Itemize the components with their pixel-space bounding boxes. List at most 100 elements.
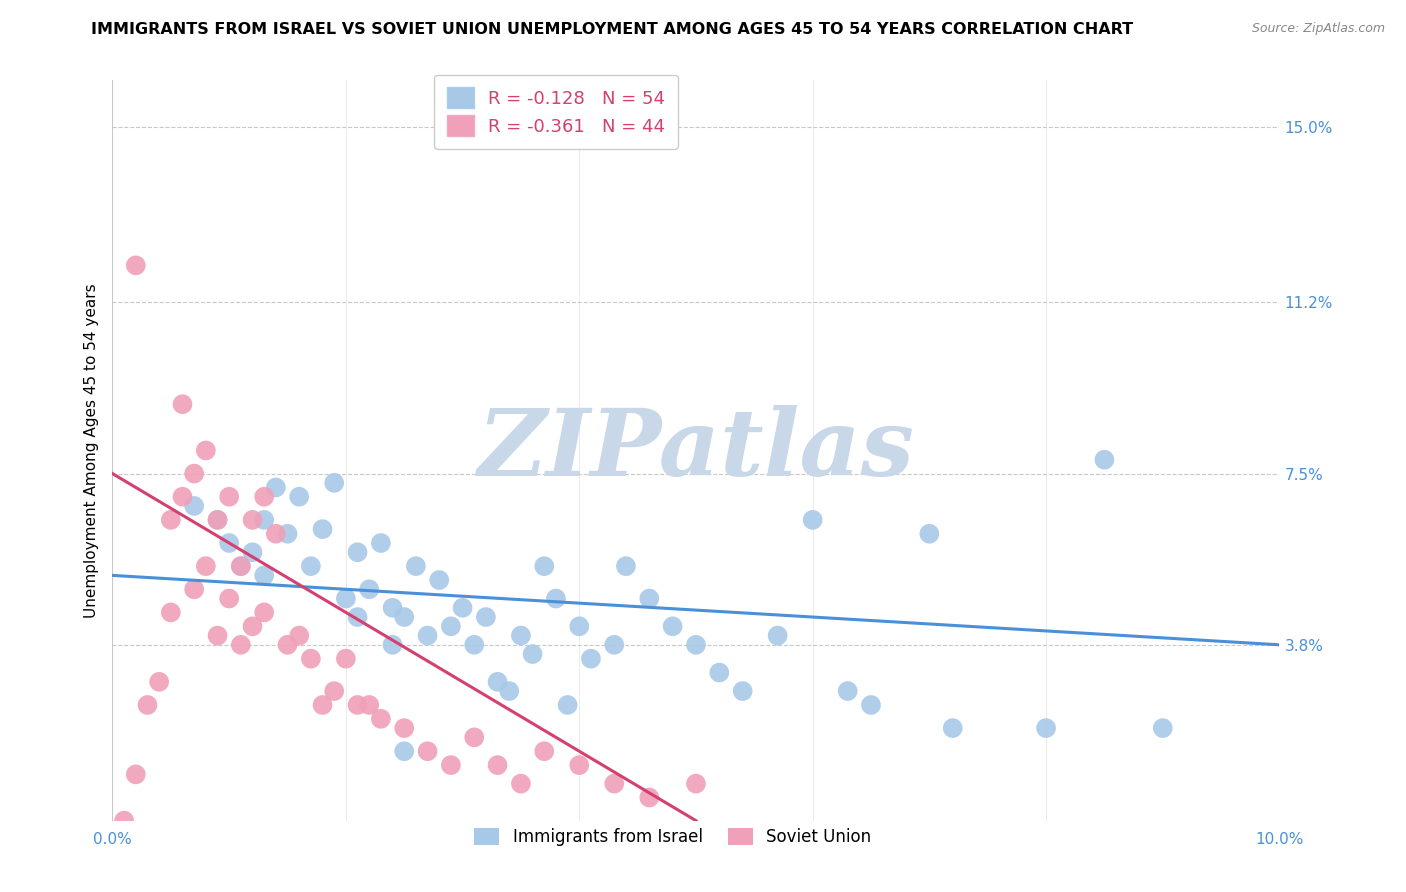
Point [685,776,707,791]
Point [288,628,311,642]
Point [299,651,322,665]
Point [370,712,392,726]
Point [346,545,368,559]
Point [183,582,205,597]
Point [194,443,217,458]
Point [229,638,252,652]
Point [194,559,217,574]
Point [264,481,287,495]
Point [405,559,427,574]
Point [346,610,368,624]
Point [359,698,381,712]
Point [661,619,683,633]
Point [1152,721,1174,735]
Point [394,721,416,735]
Point [451,600,474,615]
Point [242,619,264,633]
Point [579,651,602,665]
Point [359,582,381,597]
Point [299,559,322,574]
Point [709,665,731,680]
Point [172,397,194,411]
Text: IMMIGRANTS FROM ISRAEL VS SOVIET UNION UNEMPLOYMENT AMONG AGES 45 TO 54 YEARS CO: IMMIGRANTS FROM ISRAEL VS SOVIET UNION U… [91,22,1133,37]
Point [440,758,463,772]
Point [148,674,170,689]
Point [125,259,148,273]
Point [311,522,333,536]
Point [323,684,346,698]
Point [557,698,579,712]
Point [136,698,159,712]
Point [242,513,264,527]
Point [218,591,240,606]
Point [288,490,311,504]
Point [218,536,240,550]
Point [253,490,276,504]
Point [112,814,135,828]
Point [860,698,883,712]
Point [603,638,626,652]
Point [253,606,276,620]
Point [253,513,276,527]
Point [533,559,555,574]
Point [381,600,404,615]
Point [218,490,240,504]
Point [731,684,754,698]
Point [183,499,205,513]
Point [766,628,789,642]
Point [335,591,357,606]
Point [509,628,531,642]
Point [475,610,498,624]
Text: Source: ZipAtlas.com: Source: ZipAtlas.com [1251,22,1385,36]
Point [370,536,392,550]
Legend: Immigrants from Israel, Soviet Union: Immigrants from Israel, Soviet Union [468,822,877,853]
Point [486,758,509,772]
Point [416,744,439,758]
Point [427,573,450,587]
Point [381,638,404,652]
Point [486,674,509,689]
Point [183,467,205,481]
Point [253,568,276,582]
Point [207,513,229,527]
Point [522,647,544,661]
Point [942,721,965,735]
Point [160,513,183,527]
Text: ZIPatlas: ZIPatlas [478,406,914,495]
Point [207,628,229,642]
Point [264,526,287,541]
Point [638,790,661,805]
Point [394,610,416,624]
Point [416,628,439,642]
Point [509,776,531,791]
Point [603,776,626,791]
Point [801,513,824,527]
Point [207,513,229,527]
Point [311,698,333,712]
Point [172,490,194,504]
Point [918,526,941,541]
Point [685,638,707,652]
Point [229,559,252,574]
Point [394,744,416,758]
Point [614,559,637,574]
Point [160,606,183,620]
Point [125,767,148,781]
Point [229,559,252,574]
Y-axis label: Unemployment Among Ages 45 to 54 years: Unemployment Among Ages 45 to 54 years [83,283,98,618]
Point [346,698,368,712]
Point [1035,721,1057,735]
Point [568,619,591,633]
Point [276,638,298,652]
Point [242,545,264,559]
Point [837,684,859,698]
Point [276,526,298,541]
Point [463,731,485,745]
Point [533,744,555,758]
Point [638,591,661,606]
Point [568,758,591,772]
Point [440,619,463,633]
Point [1094,452,1116,467]
Point [498,684,520,698]
Point [323,475,346,490]
